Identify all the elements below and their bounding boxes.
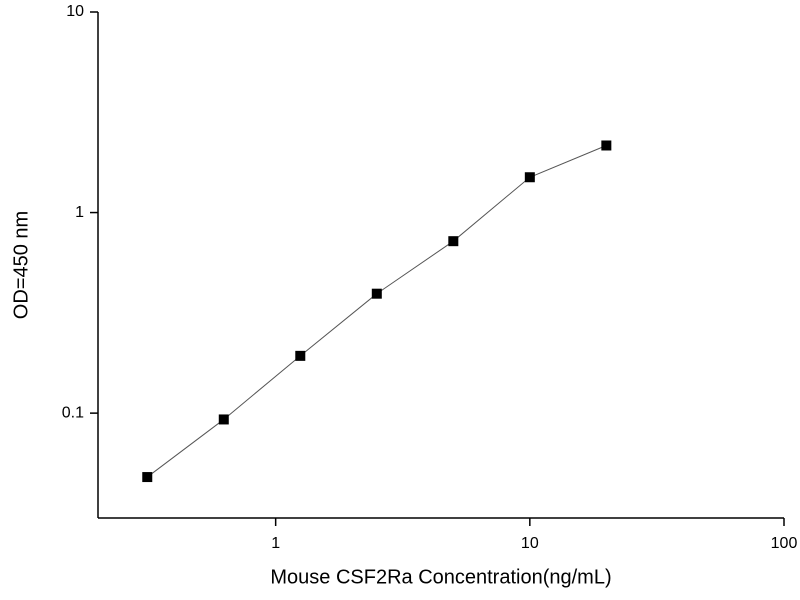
data-point (371, 288, 382, 299)
data-point (295, 350, 306, 361)
y-axis-label: OD=450 nm (10, 211, 32, 319)
data-point (601, 140, 612, 151)
data-point (448, 236, 459, 247)
data-point (142, 472, 153, 483)
x-tick-label: 1 (271, 535, 280, 552)
y-tick-label: 0.1 (62, 404, 84, 421)
x-tick-label: 10 (521, 535, 539, 552)
y-tick-label: 1 (75, 204, 84, 221)
data-point (218, 414, 229, 425)
y-tick-label: 10 (66, 3, 84, 20)
x-axis-label: Mouse CSF2Ra Concentration(ng/mL) (270, 566, 611, 588)
x-tick-label: 100 (771, 535, 798, 552)
data-point (524, 172, 535, 183)
series-line (146, 145, 607, 478)
